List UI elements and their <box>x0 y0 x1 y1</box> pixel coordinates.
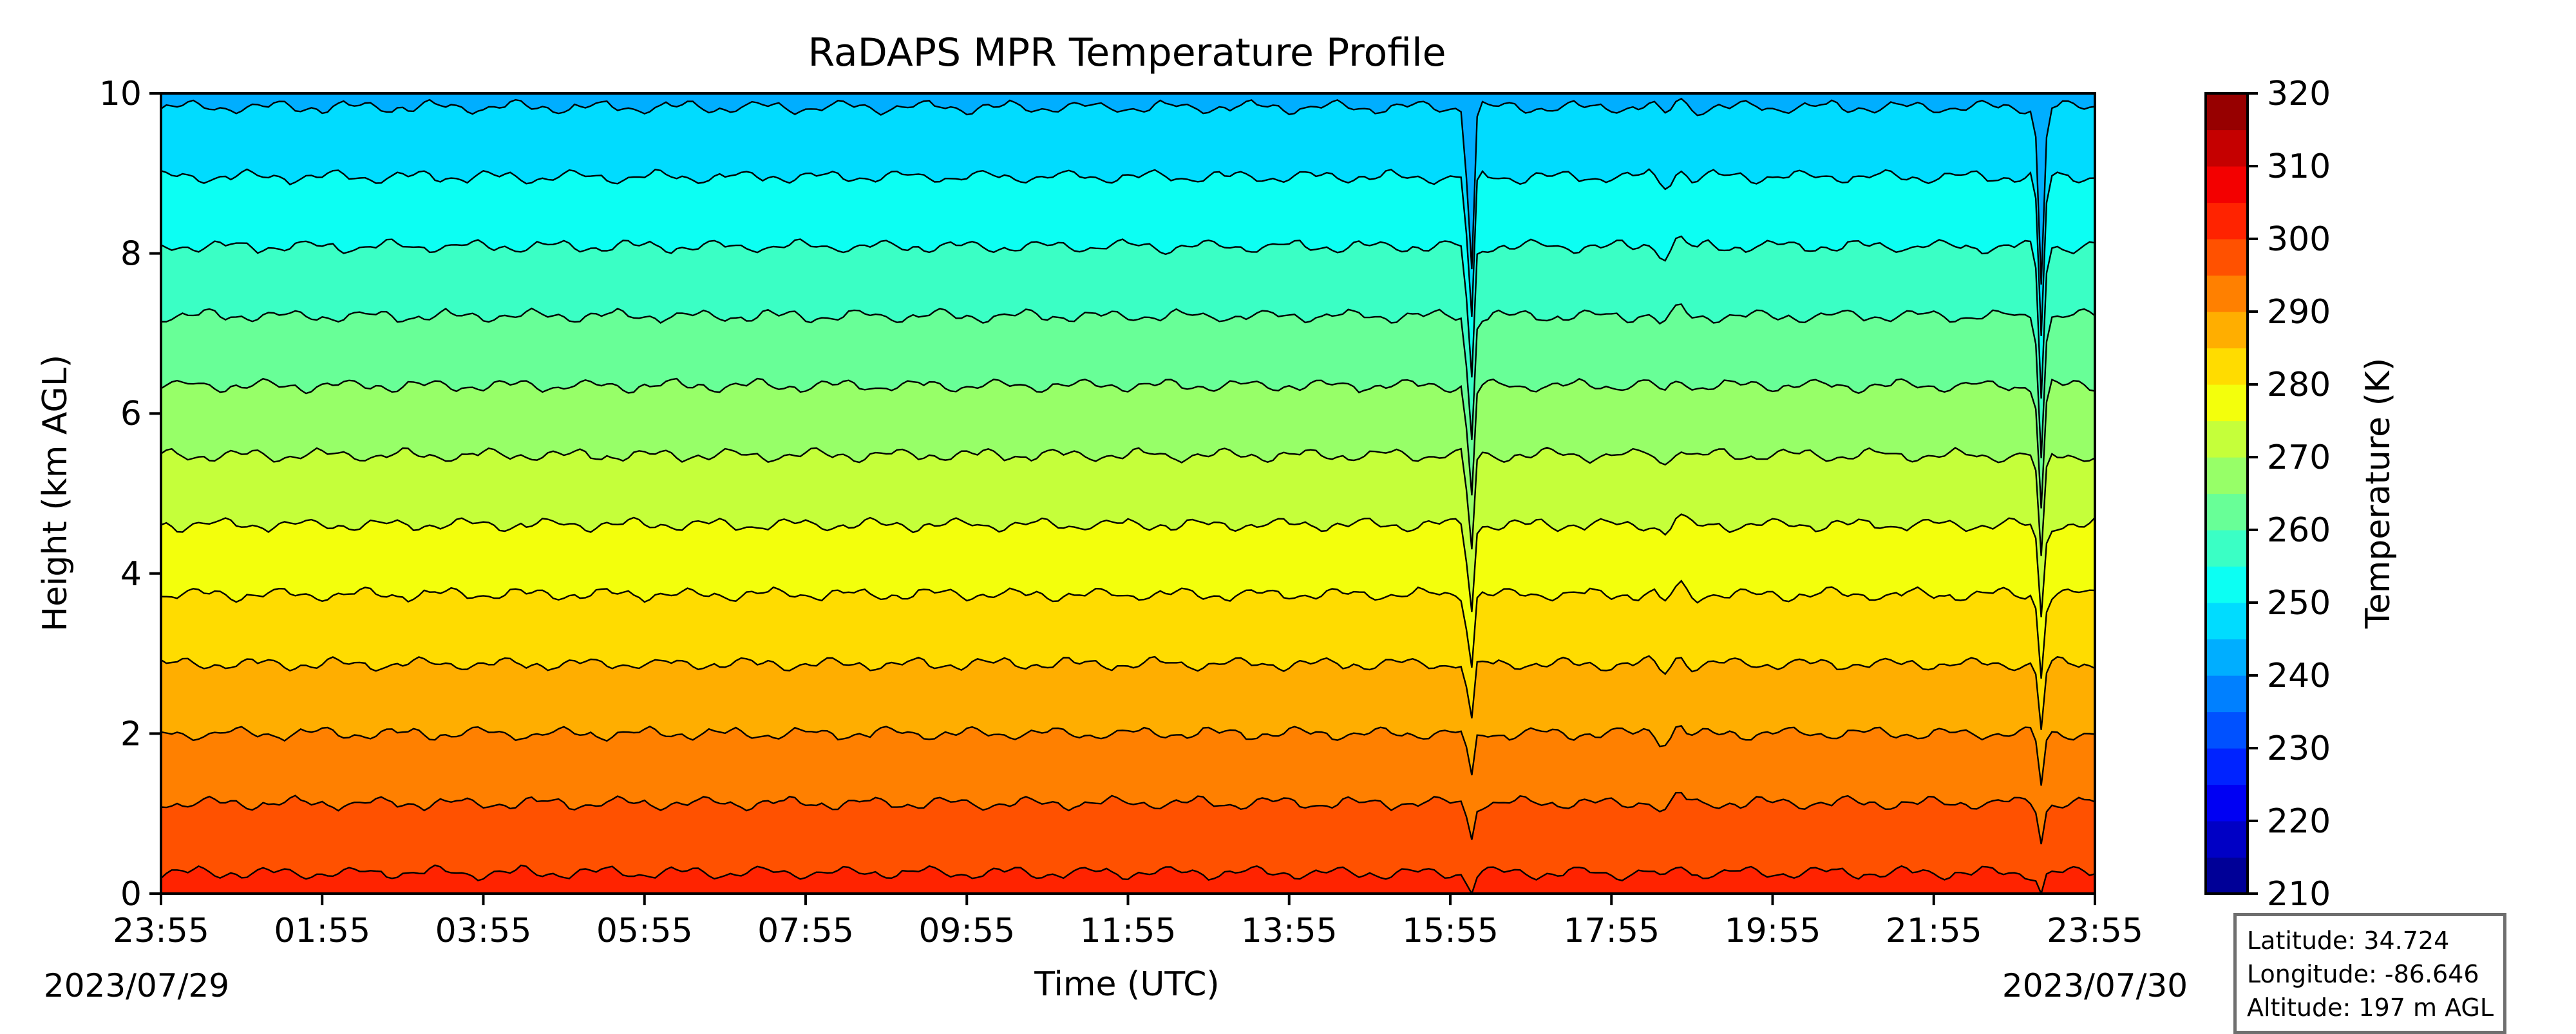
colorbar-segment <box>2206 857 2248 894</box>
x-tick-label: 09:55 <box>918 912 1015 950</box>
y-tick-label: 6 <box>120 395 142 433</box>
colorbar-tick-label: 320 <box>2267 75 2331 113</box>
x-tick-label: 23:55 <box>113 912 209 950</box>
contour-line <box>161 446 2095 556</box>
y-tick-label: 0 <box>120 875 142 914</box>
y-tick-label: 10 <box>99 75 142 113</box>
contour-line <box>161 168 2095 336</box>
y-tick-label: 4 <box>120 555 142 594</box>
colorbar-tick-label: 240 <box>2267 657 2331 695</box>
contour-line <box>161 791 2095 845</box>
colorbar-segment <box>2206 711 2248 749</box>
colorbar-segment <box>2206 748 2248 785</box>
colorbar-segment <box>2206 239 2248 276</box>
colorbar-segment <box>2206 530 2248 567</box>
colorbar-tick-label: 300 <box>2267 220 2331 259</box>
colorbar-segment <box>2206 566 2248 603</box>
colorbar-segment <box>2206 202 2248 240</box>
x-tick-label: 19:55 <box>1725 912 1821 950</box>
colorbar-segment <box>2206 384 2248 422</box>
colorbar-tick-label: 310 <box>2267 147 2331 186</box>
contour-line <box>161 513 2095 617</box>
plot-area <box>160 92 2096 895</box>
contour-line <box>161 303 2095 458</box>
contour-line <box>161 579 2095 679</box>
x-tick-label: 23:55 <box>2047 912 2143 950</box>
x-tick-label: 15:55 <box>1402 912 1499 950</box>
start-date-label: 2023/07/29 <box>44 967 229 1004</box>
x-tick-label: 03:55 <box>435 912 532 950</box>
altitude-text: Altitude: 197 m AGL <box>2247 993 2494 1022</box>
colorbar: 210 220 230 240 250 260 270 280 290 300 310 320 <box>2204 75 2331 914</box>
colorbar-segment <box>2206 348 2248 385</box>
colorbar-tick-label: 230 <box>2267 729 2331 768</box>
y-tick-label: 2 <box>120 715 142 753</box>
colorbar-segment <box>2206 639 2248 676</box>
colorbar-tick-label: 250 <box>2267 584 2331 623</box>
x-tick-label: 07:55 <box>757 912 854 950</box>
colorbar-frame <box>2204 92 2249 895</box>
colorbar-tick-label: 280 <box>2267 366 2331 404</box>
colorbar-tick-label: 270 <box>2267 438 2331 477</box>
colorbar-segment <box>2206 457 2248 494</box>
x-tick-label: 17:55 <box>1563 912 1660 950</box>
y-axis: 0 2 4 6 8 10 <box>99 75 161 914</box>
x-tick-label: 11:55 <box>1080 912 1177 950</box>
x-tick-label: 21:55 <box>1886 912 1982 950</box>
contour-line <box>161 235 2095 399</box>
colorbar-segment <box>2206 675 2248 713</box>
colorbar-tick-label: 220 <box>2267 802 2331 841</box>
colorbar-segment <box>2206 166 2248 203</box>
contour-line <box>161 725 2095 786</box>
y-axis-label: Height (km AGL) <box>36 355 75 632</box>
temperature-bands <box>161 93 2095 894</box>
x-tick-label: 01:55 <box>274 912 370 950</box>
colorbar-label: Temperature (K) <box>2359 358 2398 630</box>
x-axis-label: Time (UTC) <box>1034 965 1219 1004</box>
latitude-text: Latitude: 34.724 <box>2247 926 2450 955</box>
y-tick-label: 8 <box>120 235 142 274</box>
contour-line <box>161 377 2095 509</box>
contour-line <box>161 655 2095 730</box>
contour-lines <box>161 97 2095 894</box>
x-tick-label: 13:55 <box>1241 912 1338 950</box>
x-tick-label: 05:55 <box>596 912 693 950</box>
colorbar-segment <box>2206 275 2248 312</box>
colorbar-segment <box>2206 312 2248 349</box>
contour-line <box>161 97 2095 285</box>
station-info-box: Latitude: 34.724 Longitude: -86.646 Alti… <box>2233 913 2506 1034</box>
end-date-label: 2023/07/30 <box>2002 967 2188 1004</box>
colorbar-segment <box>2206 493 2248 531</box>
temperature-band <box>161 93 2095 336</box>
colorbar-tick-label: 260 <box>2267 511 2331 550</box>
x-axis: 23:55 01:55 03:55 05:55 07:55 09:55 11:55 13:55… <box>113 894 2143 950</box>
colorbar-segment <box>2206 821 2248 858</box>
longitude-text: Longitude: -86.646 <box>2247 960 2479 988</box>
colorbar-segment <box>2206 420 2248 458</box>
colorbar-segment <box>2206 603 2248 640</box>
colorbar-segment <box>2206 93 2248 131</box>
contour-line <box>161 864 2095 894</box>
colorbar-tick-label: 290 <box>2267 293 2331 332</box>
chart-title: RaDAPS MPR Temperature Profile <box>808 30 1446 75</box>
colorbar-tick-label: 210 <box>2267 875 2331 914</box>
colorbar-segment <box>2206 784 2248 822</box>
colorbar-segment <box>2206 129 2248 167</box>
